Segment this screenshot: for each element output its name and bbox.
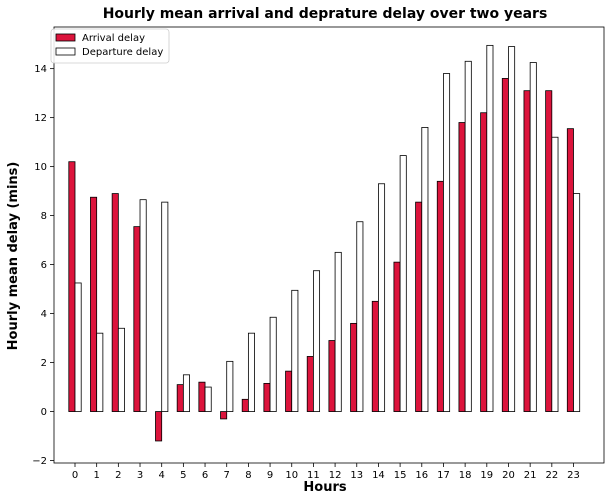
x-tick-label: 22 <box>545 470 558 481</box>
departure-delay-bar <box>573 193 581 412</box>
departure-delay-bar <box>378 183 386 412</box>
legend-swatch-arrival <box>55 33 76 42</box>
arrival-delay-bar <box>458 122 466 412</box>
arrival-delay-bar <box>523 90 531 412</box>
plot-frame <box>53 26 605 464</box>
y-tick-label: 14 <box>34 64 47 75</box>
x-tick-label: 13 <box>350 470 363 481</box>
legend-box <box>50 28 170 64</box>
x-tick-label: 18 <box>459 470 472 481</box>
arrival-delay-bar <box>155 411 163 442</box>
departure-delay-bar <box>247 332 255 412</box>
y-tick-label: −2 <box>32 456 47 467</box>
chart-title: Hourly mean arrival and deprature delay … <box>103 6 548 22</box>
arrival-delay-bar <box>263 382 271 412</box>
arrival-delay-bar <box>480 112 488 412</box>
legend-label-arrival: Arrival delay <box>82 33 145 44</box>
departure-delay-bar <box>161 201 169 412</box>
departure-delay-bar <box>464 60 472 412</box>
arrival-delay-bar <box>111 193 119 412</box>
arrival-delay-bar <box>501 78 509 412</box>
departure-delay-bar <box>139 199 147 412</box>
arrival-delay-bar <box>415 201 423 412</box>
arrival-delay-bar <box>436 180 444 412</box>
x-tick-label: 8 <box>245 470 251 481</box>
y-tick-label: 4 <box>41 309 47 320</box>
x-axis-title: Hours <box>303 480 346 495</box>
departure-delay-bar <box>204 386 212 412</box>
x-tick-label: 6 <box>202 470 208 481</box>
arrival-delay-bar <box>350 322 358 412</box>
y-tick-label: 12 <box>34 113 47 124</box>
x-tick-label: 14 <box>372 470 385 481</box>
arrival-delay-bar <box>90 196 98 412</box>
x-tick-label: 4 <box>159 470 165 481</box>
departure-delay-bar <box>443 73 451 412</box>
arrival-delay-bar <box>545 90 553 412</box>
x-tick-label: 11 <box>307 470 320 481</box>
arrival-delay-bar <box>68 161 76 412</box>
x-tick-label: 17 <box>437 470 450 481</box>
departure-delay-bar <box>356 221 364 412</box>
arrival-delay-bar <box>285 370 293 412</box>
x-tick-label: 9 <box>267 470 273 481</box>
departure-delay-bar <box>96 332 104 412</box>
departure-delay-bar <box>508 46 516 412</box>
x-tick-label: 12 <box>329 470 342 481</box>
departure-delay-bar <box>313 270 321 412</box>
x-tick-label: 10 <box>285 470 298 481</box>
departure-delay-bar <box>291 289 299 412</box>
departure-delay-bar <box>486 44 494 412</box>
legend-label-departure: Departure delay <box>82 47 163 58</box>
x-tick-label: 7 <box>224 470 230 481</box>
departure-delay-bar <box>226 360 234 412</box>
x-tick-label: 15 <box>394 470 407 481</box>
arrival-delay-bar <box>566 128 574 412</box>
departure-delay-bar <box>182 374 190 412</box>
departure-delay-bar <box>421 127 429 412</box>
legend: Arrival delay Departure delay <box>50 28 170 64</box>
arrival-delay-bar <box>198 381 206 412</box>
x-tick-label: 2 <box>115 470 121 481</box>
y-tick-label: 10 <box>34 162 47 173</box>
x-tick-label: 21 <box>524 470 537 481</box>
arrival-delay-bar <box>133 226 141 412</box>
arrival-delay-bar <box>306 356 314 412</box>
x-tick-label: 23 <box>567 470 580 481</box>
y-tick-label: 0 <box>41 407 47 418</box>
x-tick-label: 5 <box>180 470 186 481</box>
arrival-delay-bar <box>371 300 379 412</box>
departure-delay-bar <box>334 251 342 412</box>
x-tick-label: 16 <box>415 470 428 481</box>
arrival-delay-bar <box>393 261 401 412</box>
y-tick-label: 2 <box>41 358 47 369</box>
x-tick-label: 20 <box>502 470 515 481</box>
departure-delay-bar <box>117 327 125 412</box>
x-tick-label: 3 <box>137 470 143 481</box>
departure-delay-bar <box>529 62 537 412</box>
x-tick-label: 0 <box>72 470 78 481</box>
arrival-delay-bar <box>220 411 228 420</box>
arrival-delay-bar <box>328 340 336 412</box>
y-axis-title: Hourly mean delay (mins) <box>6 162 21 351</box>
x-tick-label: 1 <box>93 470 99 481</box>
legend-swatch-departure <box>55 47 76 56</box>
arrival-delay-bar <box>241 398 249 412</box>
y-tick-label: 6 <box>41 260 47 271</box>
x-tick-label: 19 <box>480 470 493 481</box>
arrival-delay-bar <box>176 384 184 412</box>
departure-delay-bar <box>74 282 82 412</box>
departure-delay-bar <box>399 155 407 412</box>
departure-delay-bar <box>551 136 559 412</box>
y-tick-label: 8 <box>41 211 47 222</box>
departure-delay-bar <box>269 316 277 412</box>
